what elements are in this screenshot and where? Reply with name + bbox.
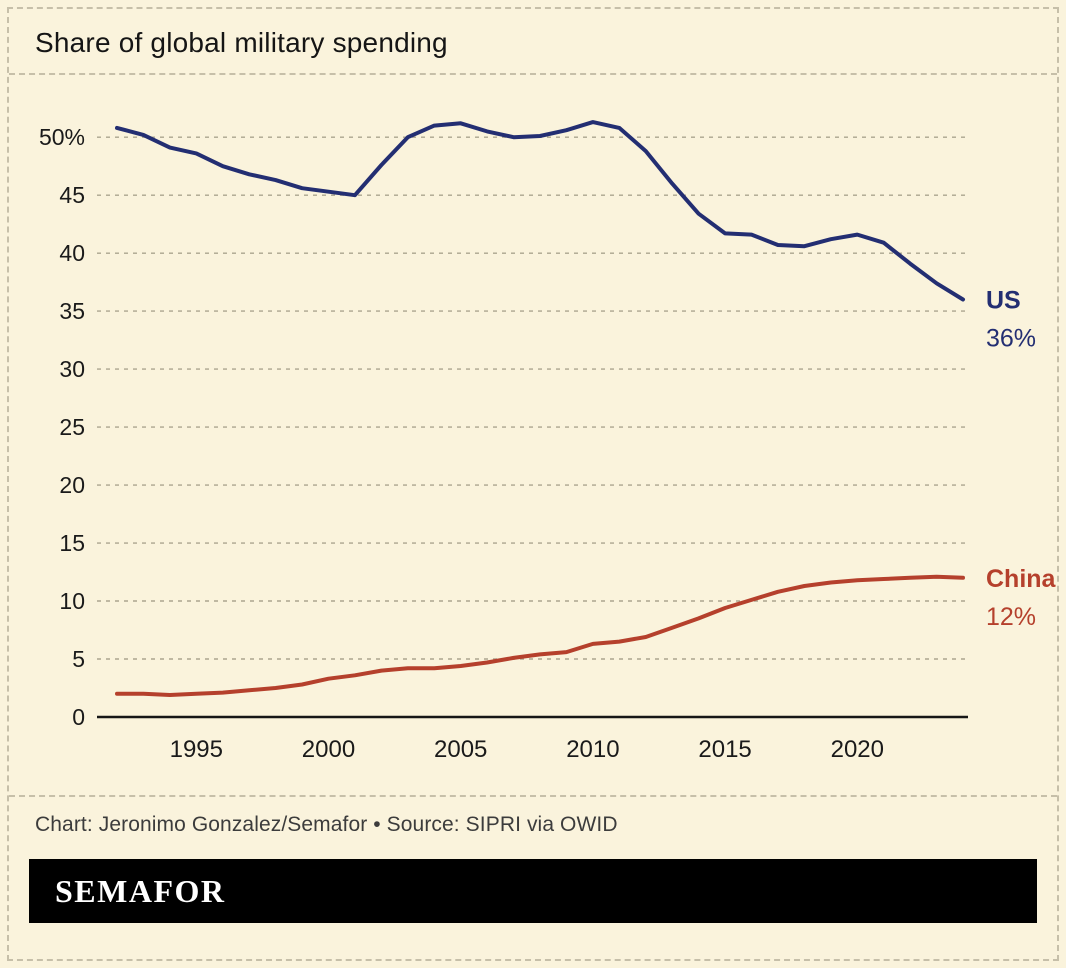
x-tick-label: 1995 bbox=[170, 736, 223, 763]
y-tick-label: 45 bbox=[59, 182, 85, 208]
chart-card: Share of global military spending 50% 45 4… bbox=[7, 7, 1059, 961]
series-end-value-us: 36% bbox=[986, 325, 1036, 353]
logo-bar: SEMAFOR bbox=[29, 859, 1037, 923]
chart-area: 50% 45 40 35 30 25 20 15 10 5 0 1995 2000 2005 2010 201… bbox=[9, 89, 1057, 781]
series-end-value-china: 12% bbox=[986, 603, 1036, 631]
x-tick-label: 2010 bbox=[566, 736, 619, 763]
title-row: Share of global military spending bbox=[9, 9, 1057, 73]
y-tick-label: 15 bbox=[59, 530, 85, 556]
y-tick-label: 35 bbox=[59, 298, 85, 324]
semafor-logo: SEMAFOR bbox=[55, 872, 226, 909]
footer-separator bbox=[9, 795, 1057, 797]
x-tick-label: 2020 bbox=[831, 736, 884, 763]
y-tick-label: 5 bbox=[72, 646, 85, 672]
x-tick-label: 2005 bbox=[434, 736, 487, 763]
x-tick-label: 2000 bbox=[302, 736, 355, 763]
credit-line: Chart: Jeronimo Gonzalez/Semafor • Sourc… bbox=[35, 813, 618, 836]
series-line-china bbox=[115, 574, 965, 697]
y-tick-label: 40 bbox=[59, 240, 85, 266]
page-title: Share of global military spending bbox=[35, 27, 448, 58]
y-tick-label: 50% bbox=[39, 124, 85, 150]
x-tick-label: 2015 bbox=[698, 736, 751, 763]
y-tick-label: 10 bbox=[59, 588, 85, 614]
series-end-label-us: US bbox=[986, 287, 1021, 315]
y-tick-label: 0 bbox=[72, 704, 85, 730]
title-separator bbox=[9, 73, 1057, 75]
y-tick-label: 30 bbox=[59, 356, 85, 382]
y-tick-label: 25 bbox=[59, 414, 85, 440]
series-end-label-china: China bbox=[986, 565, 1057, 593]
series-line-us bbox=[115, 120, 965, 302]
y-tick-label: 20 bbox=[59, 472, 85, 498]
